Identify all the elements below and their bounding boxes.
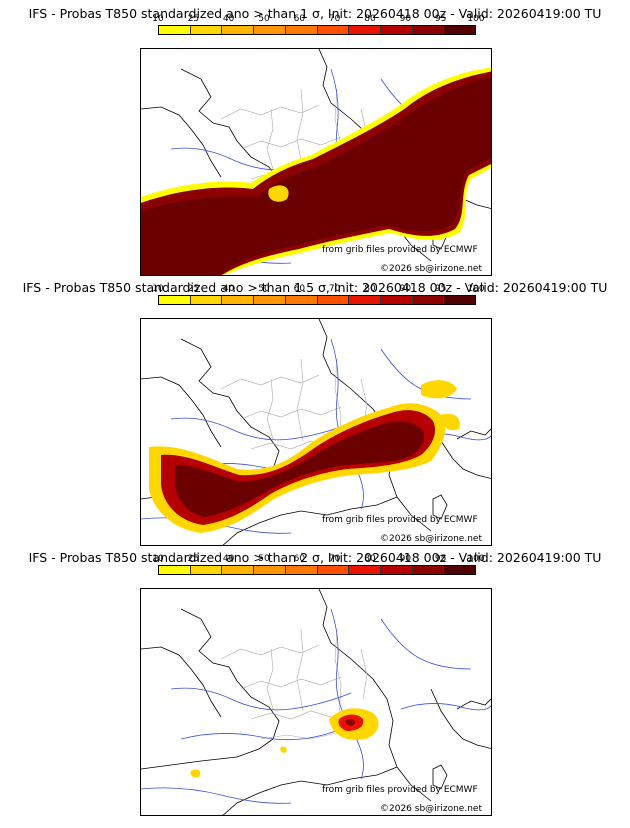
credit-source: from grib files provided by ECMWF: [322, 245, 478, 255]
colorbar-tick: 50: [258, 284, 270, 294]
panel-title: IFS - Probas T850 standardized ano > tha…: [28, 550, 602, 565]
colorbar-tick: 90: [399, 554, 412, 564]
colorbar-swatch: [222, 296, 255, 304]
probability-field-3: [190, 708, 379, 778]
colorbar-swatch: [254, 296, 286, 304]
colorbar-swatch: [254, 566, 286, 574]
colorbar-swatch: [380, 566, 413, 574]
colorbar-tick: 80: [364, 14, 376, 24]
colorbar-swatch: [190, 566, 223, 574]
colorbar-swatch: [349, 296, 381, 304]
colorbar-tick: 40: [222, 554, 235, 564]
colorbar-tick: 100: [467, 554, 485, 564]
colorbar-ticks: 10 25 40 50 60 70 80 90 95 100: [152, 13, 484, 25]
colorbar-swatch: [190, 26, 223, 34]
colorbar-tick: 25: [187, 554, 200, 564]
colorbar-tick: 80: [364, 284, 376, 294]
colorbar-swatch: [222, 566, 255, 574]
colorbar-tick: 95: [434, 14, 447, 24]
colorbar-swatch: [159, 566, 191, 574]
colorbar-tick: 90: [399, 14, 412, 24]
credit-copyright: ©2026 sb@irizone.net: [380, 534, 482, 544]
colorbar-ticks: 10 25 40 50 60 70 80 90 95 100: [152, 283, 484, 295]
colorbar-swatch: [444, 296, 476, 304]
map-3: from grib files provided by ECMWF ©2026 …: [140, 588, 492, 816]
colorbar-swatch: [254, 26, 286, 34]
panel-3: IFS - Probas T850 standardized ano > tha…: [0, 540, 630, 828]
colorbar-swatch: [317, 566, 350, 574]
colorbar-swatch: [349, 566, 381, 574]
colorbar-tick: 10: [152, 554, 164, 564]
colorbar-tick: 60: [293, 284, 306, 294]
colorbar-swatch: [222, 26, 255, 34]
colorbar: [158, 25, 476, 35]
colorbar-tick: 100: [467, 284, 485, 294]
probability-field-1: [141, 67, 491, 275]
colorbar-tick: 70: [328, 284, 341, 294]
colorbar-tick: 100: [467, 14, 485, 24]
colorbar-swatch: [412, 566, 445, 574]
colorbar-swatch: [317, 26, 350, 34]
panel-title: IFS - Probas T850 standardized ano > tha…: [22, 280, 608, 295]
colorbar-swatch: [380, 26, 413, 34]
colorbar-tick: 40: [222, 284, 235, 294]
colorbar-tick: 25: [187, 284, 200, 294]
map-1: from grib files provided by ECMWF ©2026 …: [140, 48, 492, 276]
colorbar-tick: 70: [328, 14, 341, 24]
colorbar-swatch: [380, 296, 413, 304]
credit-copyright: ©2026 sb@irizone.net: [380, 264, 482, 274]
colorbar-tick: 60: [293, 554, 306, 564]
colorbar-swatch: [317, 296, 350, 304]
colorbar-swatch: [190, 296, 223, 304]
colorbar-tick: 95: [434, 284, 447, 294]
credit-source: from grib files provided by ECMWF: [322, 785, 478, 795]
colorbar-tick: 50: [258, 14, 270, 24]
colorbar-tick: 25: [187, 14, 200, 24]
colorbar-tick: 80: [364, 554, 376, 564]
colorbar-tick: 90: [399, 284, 412, 294]
colorbar-swatch: [444, 26, 476, 34]
panel-1: IFS - Probas T850 standardized ano > tha…: [0, 0, 630, 278]
colorbar-tick: 10: [152, 284, 164, 294]
colorbar-tick: 50: [258, 554, 270, 564]
credit-source: from grib files provided by ECMWF: [322, 515, 478, 525]
colorbar-swatch: [349, 26, 381, 34]
map-2: from grib files provided by ECMWF ©2026 …: [140, 318, 492, 546]
colorbar-swatch: [285, 566, 318, 574]
colorbar-tick: 60: [293, 14, 306, 24]
colorbar-swatch: [159, 296, 191, 304]
colorbar-tick: 10: [152, 14, 164, 24]
colorbar-tick: 70: [328, 554, 341, 564]
probability-field-2: [149, 380, 460, 533]
colorbar-swatch: [412, 296, 445, 304]
colorbar: [158, 295, 476, 305]
colorbar-tick: 40: [222, 14, 235, 24]
colorbar-swatch: [159, 26, 191, 34]
colorbar: [158, 565, 476, 575]
colorbar-tick: 95: [434, 554, 447, 564]
panel-2: IFS - Probas T850 standardized ano > tha…: [0, 270, 630, 548]
panel-title: IFS - Probas T850 standardized ano > tha…: [28, 6, 602, 21]
colorbar-swatch: [285, 296, 318, 304]
colorbar-swatch: [444, 566, 476, 574]
colorbar-ticks: 10 25 40 50 60 70 80 90 95 100: [152, 553, 484, 565]
colorbar-swatch: [412, 26, 445, 34]
credit-copyright: ©2026 sb@irizone.net: [380, 804, 482, 814]
colorbar-swatch: [285, 26, 318, 34]
